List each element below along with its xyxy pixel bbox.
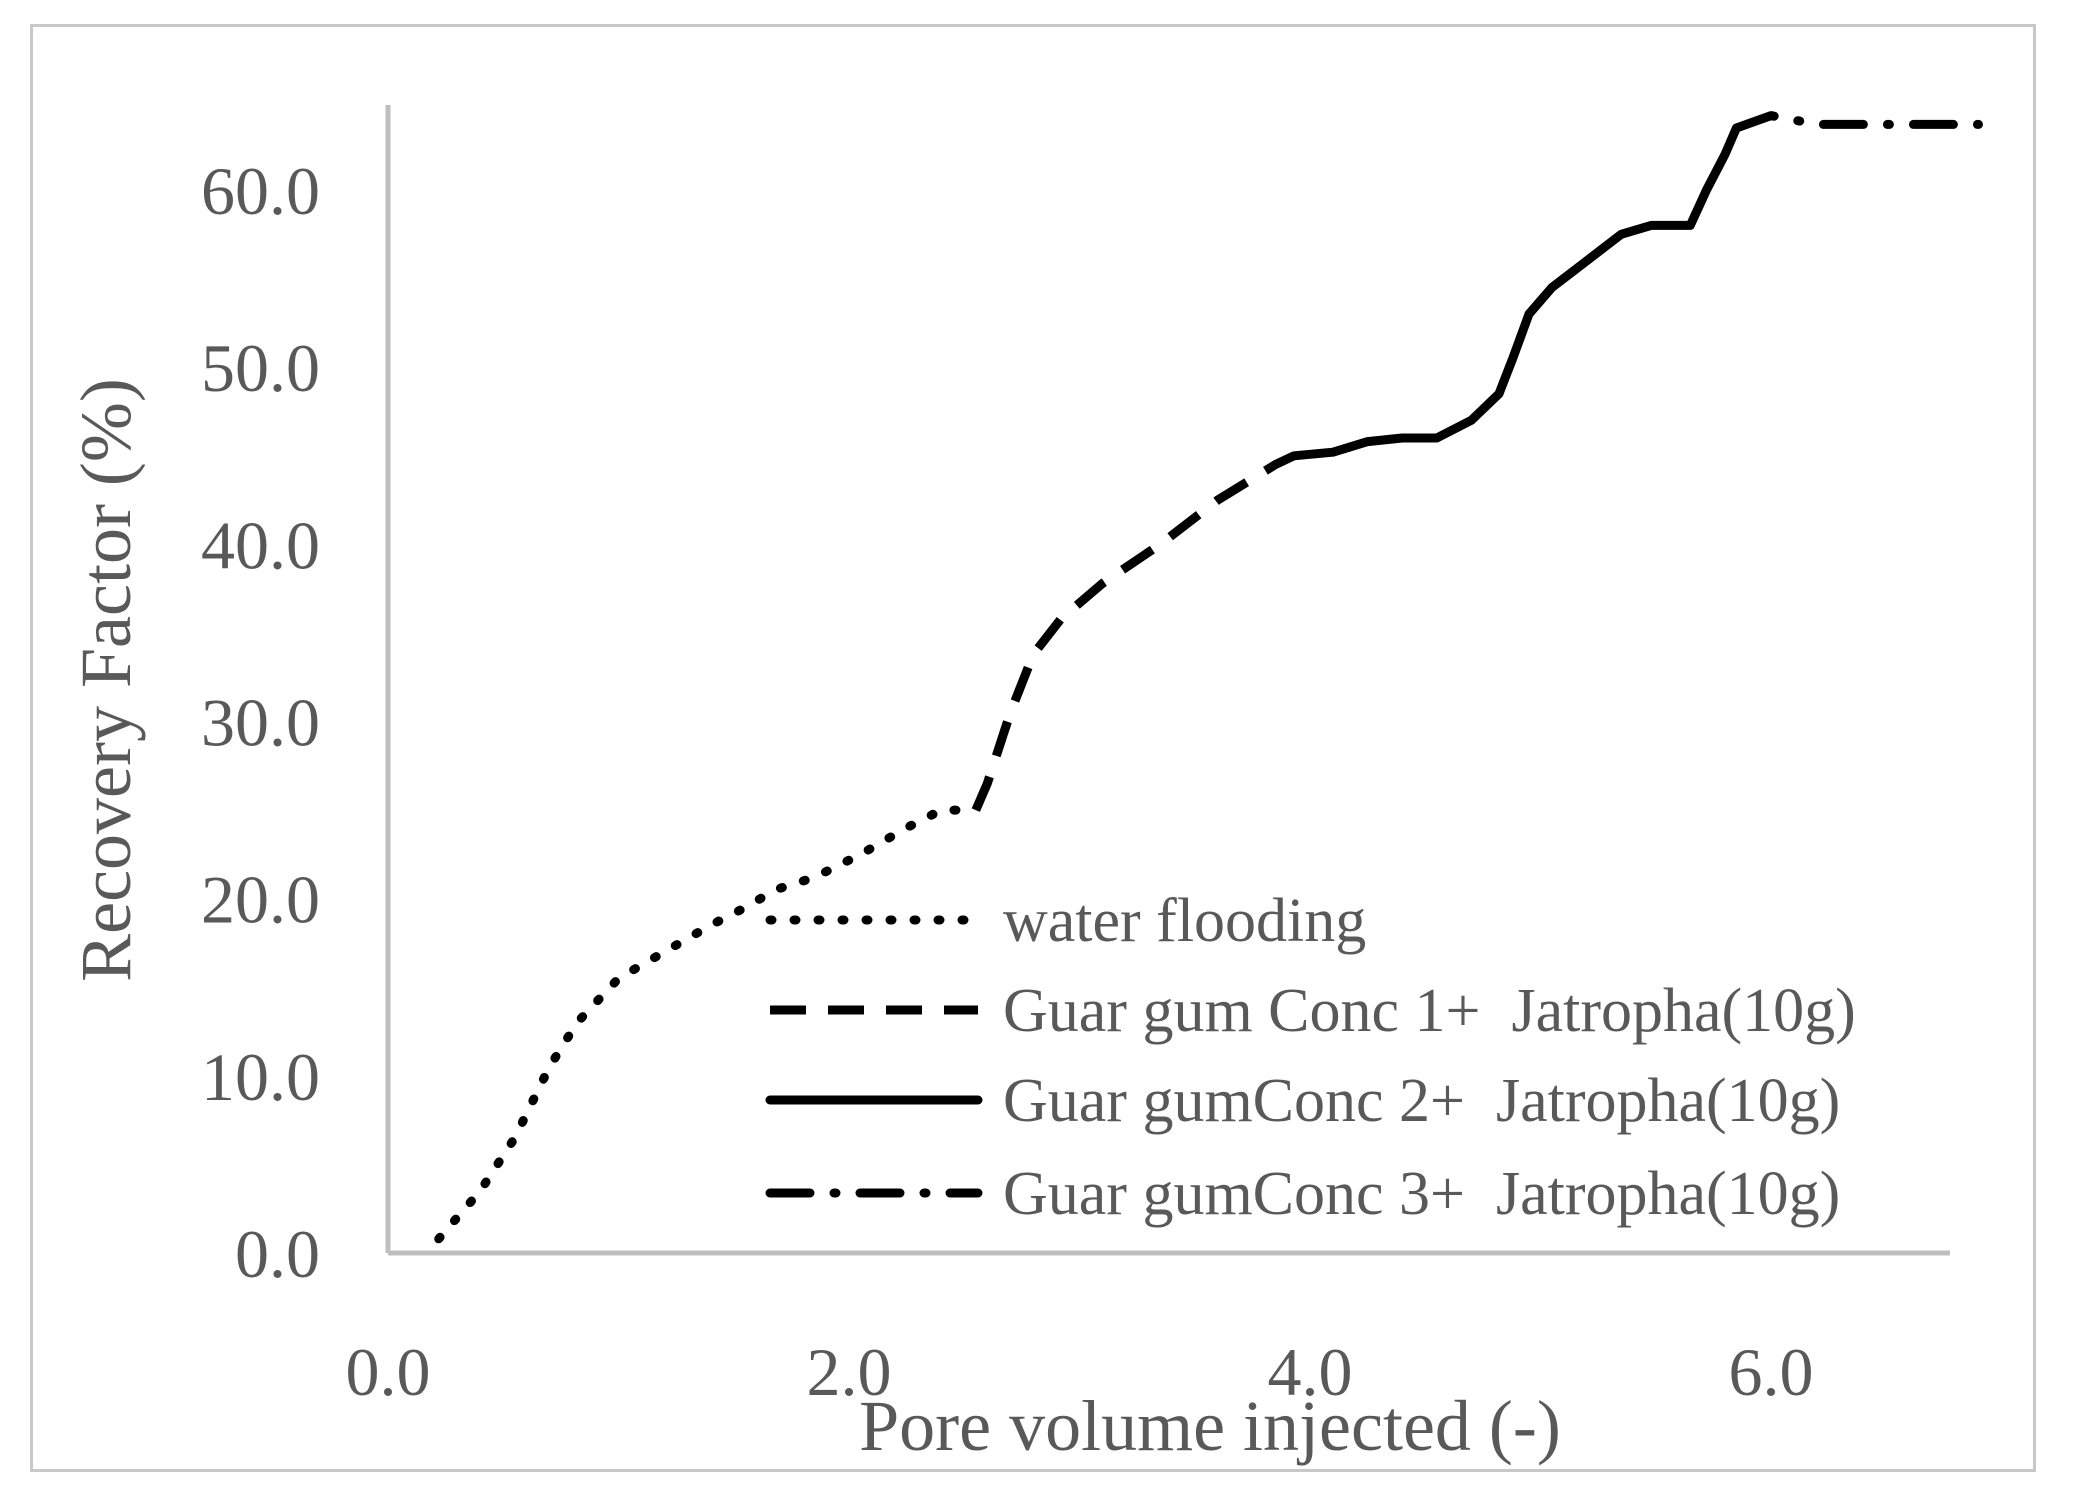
y-tick-label: 60.0	[201, 153, 320, 229]
x-tick-label: 6.0	[1729, 1334, 1814, 1410]
legend-label-3: Guar gumConc 2+ Jatropha(10g)	[1003, 1067, 1840, 1135]
legend: water flooding Guar gum Conc 1+ Jatropha(…	[765, 887, 1856, 1228]
x-tick-label: 4.0	[1268, 1334, 1353, 1410]
axes	[385, 105, 1950, 1256]
series-line-1	[434, 805, 981, 1244]
y-tick-label: 50.0	[201, 330, 320, 406]
legend-label-1: water flooding	[1003, 887, 1366, 955]
x-axis-title: Pore volume injected (-)	[859, 1386, 1561, 1466]
legend-label-4: Guar gumConc 3+ Jatropha(10g)	[1003, 1160, 1840, 1228]
series-line-4	[1731, 111, 1983, 133]
tick-labels: 0.0 2.0 4.0 6.0 0.0 10.0 20.0 30.0 40.0 50.0 60.0	[201, 153, 1814, 1410]
chart-frame	[30, 24, 2036, 1472]
x-tick-label: 2.0	[807, 1334, 892, 1410]
y-tick-label: 10.0	[201, 1039, 320, 1115]
series-line-3	[1289, 123, 1741, 461]
series-lines	[434, 111, 1983, 1244]
y-tick-label: 0.0	[235, 1216, 320, 1292]
series-line-2	[971, 451, 1296, 812]
y-tick-label: 30.0	[201, 685, 320, 761]
y-axis-title: Recovery Factor (%)	[66, 378, 146, 982]
y-tick-label: 20.0	[201, 862, 320, 938]
x-tick-label: 0.0	[346, 1334, 431, 1410]
legend-label-2: Guar gum Conc 1+ Jatropha(10g)	[1003, 977, 1856, 1045]
y-tick-label: 40.0	[201, 507, 320, 583]
